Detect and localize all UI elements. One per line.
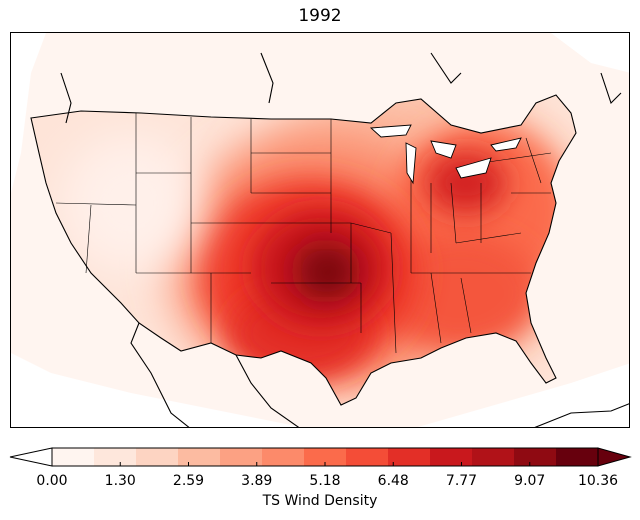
density-field <box>31 95 576 405</box>
colorbar-band <box>514 448 557 466</box>
colorbar-tick-label: 7.77 <box>446 473 477 489</box>
colorbar-tick-label: 10.36 <box>578 473 618 489</box>
colorbar-band <box>556 448 599 466</box>
colorbar-band <box>178 448 221 466</box>
colorbar-tick-label: 1.30 <box>105 473 136 489</box>
colorbar-tick-label: 0.00 <box>36 473 67 489</box>
colorbar-label: TS Wind Density <box>262 493 378 509</box>
colorbar-band <box>220 448 263 466</box>
map-title: 1992 <box>298 6 342 26</box>
colorbar-min-extend <box>9 447 53 467</box>
colorbar-band <box>388 448 431 466</box>
colorbar-band <box>136 448 179 466</box>
colorbar-band <box>346 448 389 466</box>
colorbar-tick-label: 5.18 <box>309 473 340 489</box>
density-map <box>10 32 630 428</box>
colorbar-tick-label: 9.07 <box>514 473 545 489</box>
colorbar-band <box>472 448 515 466</box>
colorbar-tick-label: 6.48 <box>378 473 409 489</box>
colorbar-band <box>304 448 347 466</box>
country-outlines <box>30 52 629 427</box>
colorbar-band <box>430 448 473 466</box>
colorbar-bands <box>52 448 599 466</box>
great-lakes <box>369 124 522 185</box>
colorbar-tick-label: 3.89 <box>241 473 272 489</box>
colorbar: 0.00 1.30 2.59 3.89 5.18 6.48 7.77 9.07 10.36 <box>0 440 640 520</box>
colorbar-band <box>262 448 305 466</box>
colorbar-band <box>94 448 137 466</box>
colorbar-tick-label: 2.59 <box>173 473 204 489</box>
colorbar-band <box>52 448 95 466</box>
colorbar-ticks: 0.00 1.30 2.59 3.89 5.18 6.48 7.77 9.07 10.36 <box>36 462 618 489</box>
colorbar-max-extend <box>597 447 632 467</box>
